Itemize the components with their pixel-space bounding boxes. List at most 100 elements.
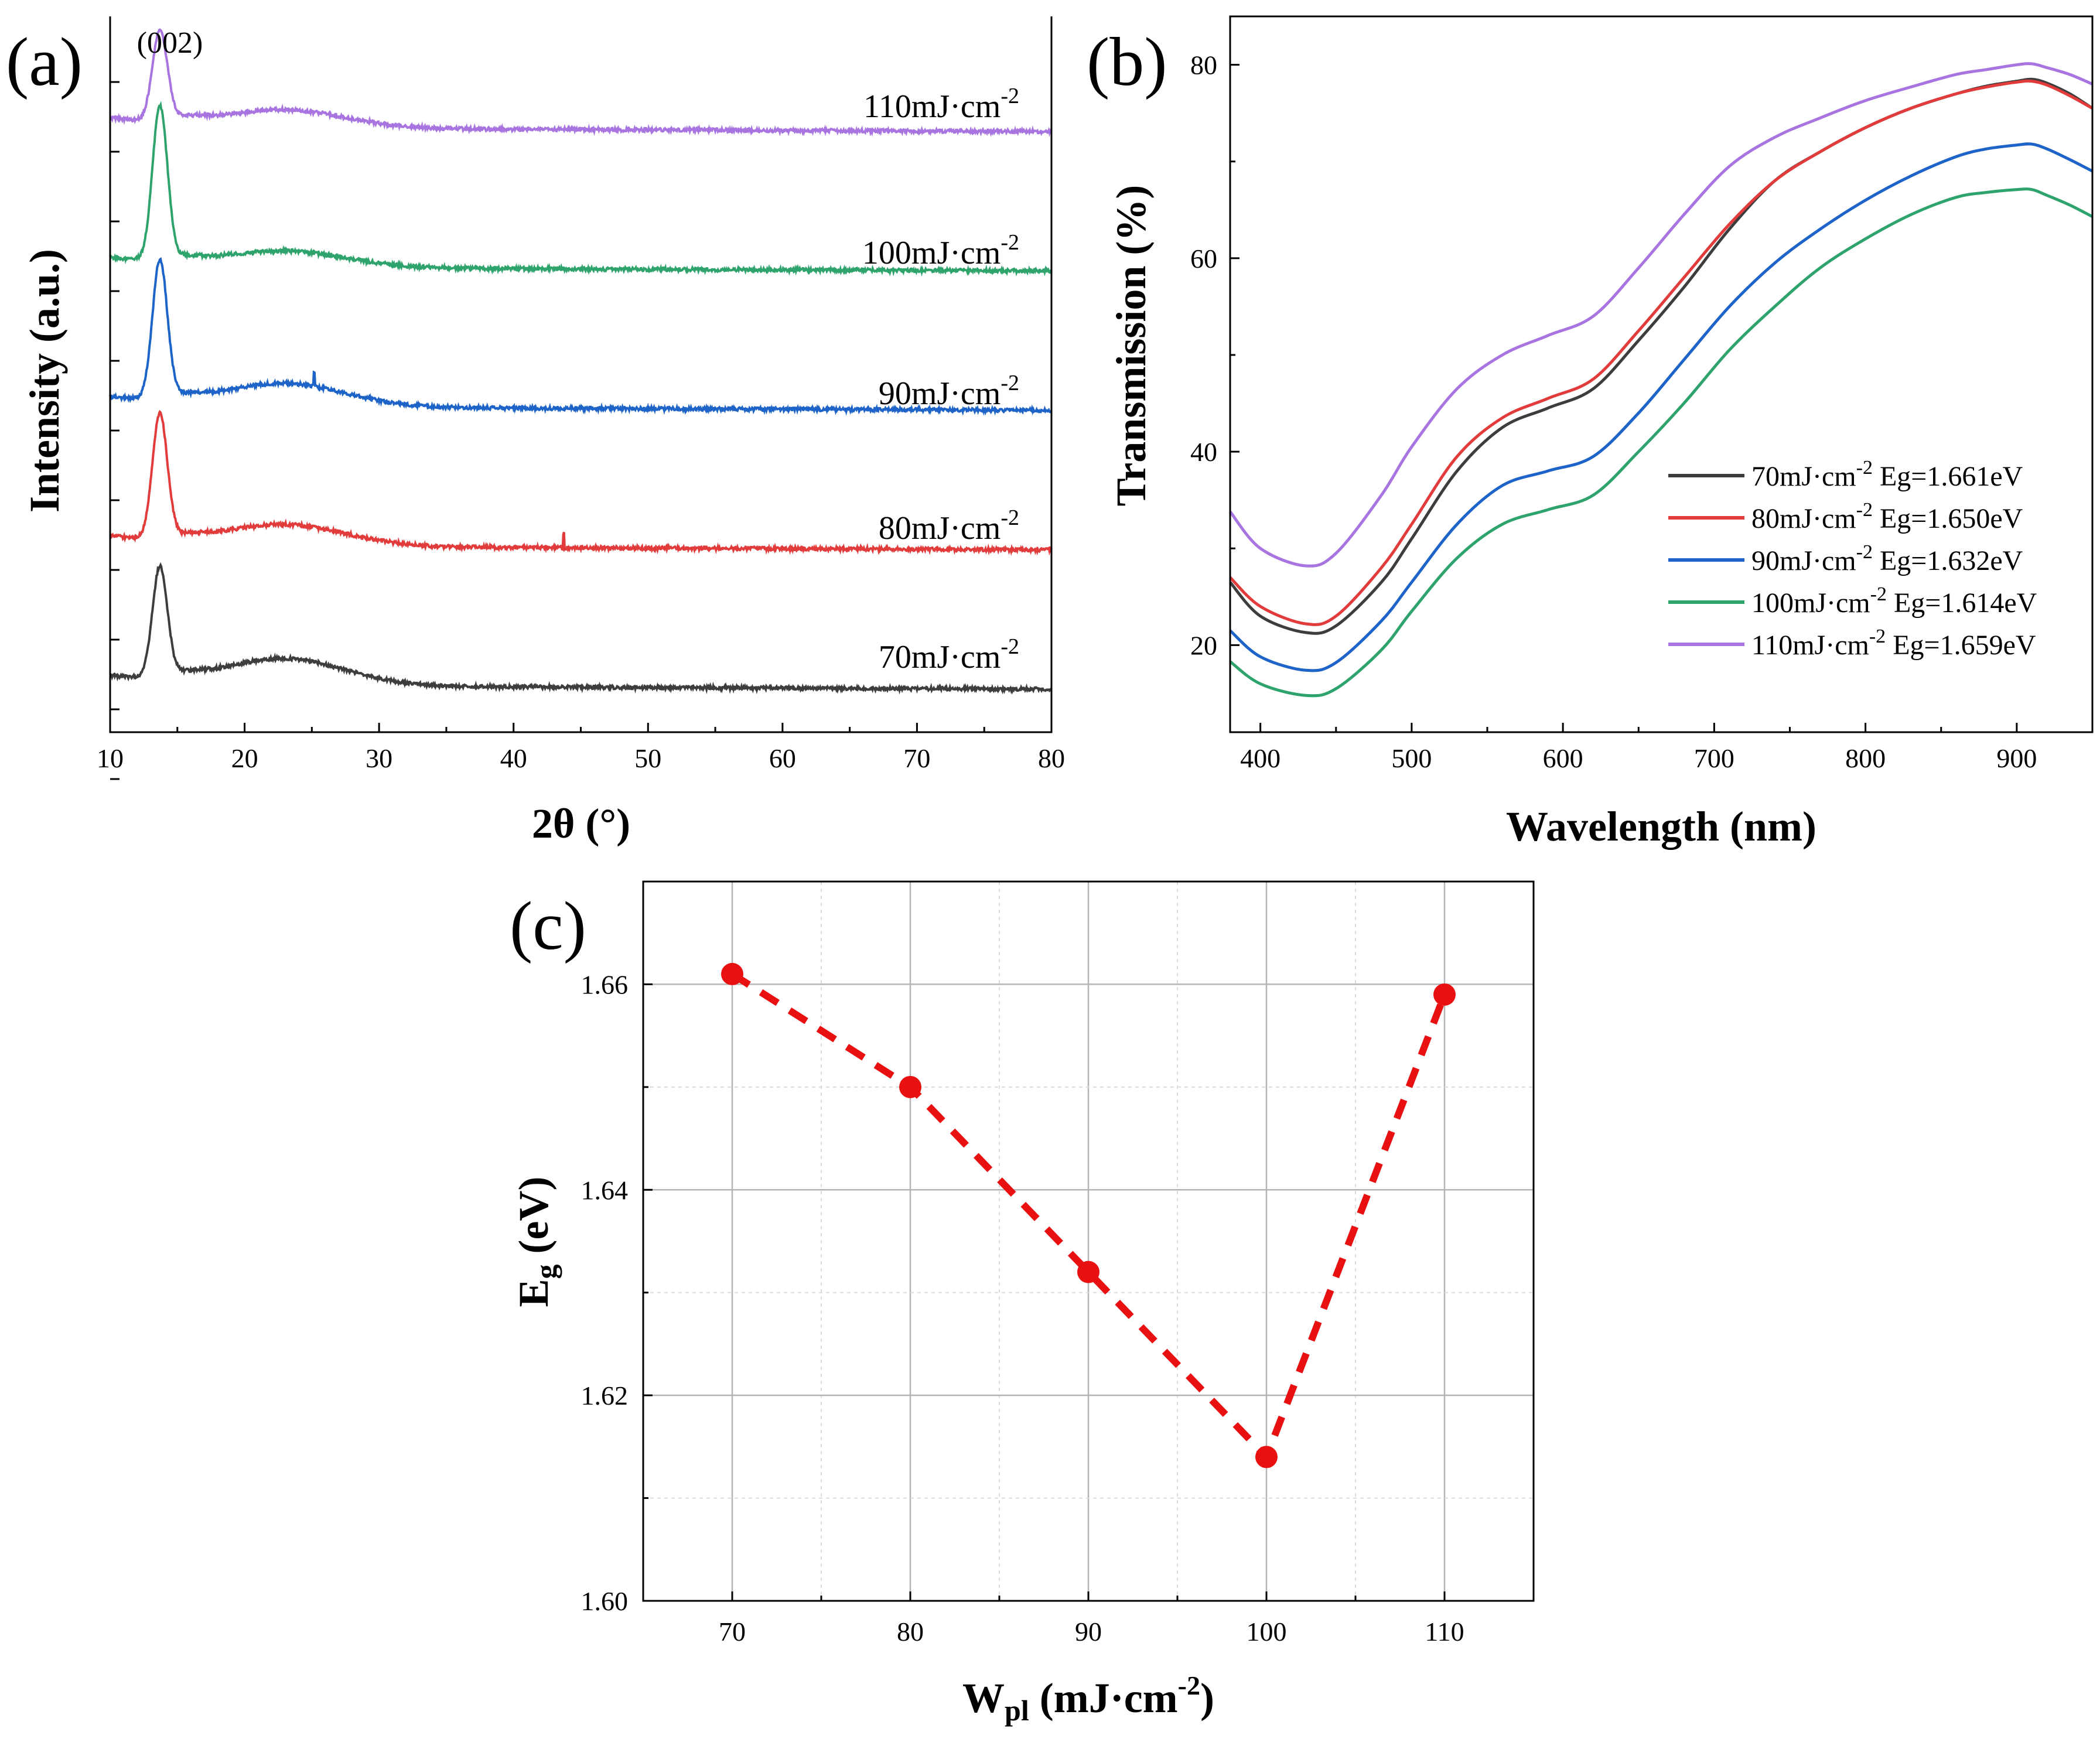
trace-label-text: 70mJ·cm [879,639,1001,675]
panel-c-xlabel: Wpl (mJ·cm-2) [962,1671,1214,1727]
legend-text: 80mJ·cm [1751,503,1856,534]
panel-b-traces [1229,62,2094,698]
panel-c-point-90 [1077,1261,1099,1283]
panel-b-xtick-label: 600 [1543,743,1583,773]
legend-exp: -2 [1870,583,1887,605]
panel-a-ylabel: Intensity (a.u.) [21,249,68,513]
panel-b-xtick-label: 500 [1391,743,1432,773]
trace-label-exp: -2 [1001,230,1019,255]
legend-entry-3: 90mJ·cm-2 Eg=1.632eV [1751,541,2023,576]
panel-c-xlabel-sub: pl [1005,1694,1029,1727]
panel-a-trace-1 [109,562,1053,695]
panel-a-trace-2 [110,409,1053,556]
panel-a-trace-5 [109,28,1053,138]
legend-exp: -2 [1856,499,1873,521]
panel-c-point-110 [1433,983,1456,1006]
trace-label-exp: -2 [1001,371,1019,395]
panel-b-ytick-label: 60 [1190,244,1217,274]
legend-entry-1: 70mJ·cm-2 Eg=1.661eV [1751,457,2023,492]
panel-a-trace-label-5: 110mJ·cm-2 [863,84,1019,125]
trace-label-exp: -2 [1001,505,1019,530]
legend-eg: Eg=1.632eV [1873,545,2023,576]
legend-entry-4: 100mJ·cm-2 Eg=1.614eV [1751,583,2037,619]
panel-b-ytick-label: 40 [1190,437,1217,467]
panel-c-ytick-label: 1.66 [581,969,629,999]
panel-a-xtick-label: 20 [231,743,258,773]
panel-a-xtick-label: 40 [500,743,527,773]
panel-a-xtick-label: 10 [97,743,124,773]
panel-b-xtick-label: 700 [1694,743,1734,773]
trace-label-text: 90mJ·cm [879,375,1001,412]
panel-c-ytick-label: 1.60 [581,1586,629,1616]
legend-eg: Eg=1.614eV [1887,588,2037,619]
panel-c-ytick-label: 1.62 [581,1381,629,1410]
panel-a-label: (a) [6,23,83,100]
panel-b-series-3 [1229,142,2094,672]
panel-b-series-4 [1229,187,2094,698]
panel-c-ylabel-unit: (eV) [510,1177,557,1265]
panel-a-xtick-label: 60 [769,743,796,773]
panel-a-trace-label-3: 90mJ·cm-2 [879,371,1019,412]
panel-c-xlabel-close: ) [1200,1675,1214,1721]
panel-a-trace-label-1: 70mJ·cm-2 [879,634,1019,675]
legend-eg: Eg=1.661eV [1873,461,2023,492]
panel-c-axes-frame [642,880,1535,1602]
panel-c-bandgap-chart: (c) 70 80 90 100 110 1.60 1.62 1.64 1.66 Wpl (mJ… [510,880,1535,1727]
panel-c-xtick-label: 110 [1425,1617,1464,1647]
panel-b-ylabel: Transmission (%) [1108,185,1155,507]
panel-a-xrd-chart: (a) 10 20 30 40 50 60 70 80 70mJ·cm-280mJ·cm-29… [6,16,1065,847]
panel-b-axes-frame [1229,15,2094,733]
panel-a-xtick-label: 30 [366,743,392,773]
legend-text: 100mJ·cm [1751,588,1870,619]
panel-a-trace-4 [109,101,1053,277]
panel-a-ticks: 10 20 30 40 50 60 70 80 [97,81,1065,780]
panel-c-ylabel-main: E [510,1279,557,1307]
panel-c-xlabel-main: W [962,1675,1005,1721]
panel-c-ytick-label: 1.64 [581,1175,629,1205]
legend-entry-5: 110mJ·cm-2 Eg=1.659eV [1751,626,2036,661]
panel-c-ylabel-sub: g [530,1264,562,1279]
panel-a-trace-label-2: 80mJ·cm-2 [879,505,1019,546]
panel-a-traces [109,28,1053,695]
legend-exp: -2 [1856,541,1873,563]
panel-c-grid [643,882,1534,1602]
trace-label-text: 80mJ·cm [879,510,1001,546]
panel-a-xtick-label: 80 [1038,743,1065,773]
panel-b-ticks: 400 500 600 700 800 900 20 40 60 80 [1190,50,2037,773]
legend-exp: -2 [1869,626,1886,647]
legend-text: 70mJ·cm [1751,461,1856,492]
legend-eg: Eg=1.659eV [1886,630,2036,661]
panel-c-xtick-label: 80 [897,1617,924,1647]
panel-a-peak-annotation: (002) [137,26,203,60]
legend-text: 110mJ·cm [1751,630,1869,661]
trace-label-exp: -2 [1001,84,1019,108]
panel-b-series-5 [1229,62,2093,568]
panel-c-point-70 [721,962,743,985]
panel-a-trace-label-4: 100mJ·cm-2 [862,230,1019,271]
panel-c-xtick-label: 70 [719,1617,746,1647]
panel-c-point-80 [899,1075,921,1098]
panel-c-point-100 [1255,1446,1278,1468]
panel-a-xtick-label: 70 [903,743,930,773]
panel-b-label: (b) [1087,23,1167,100]
legend-text: 90mJ·cm [1751,545,1856,576]
trace-label-text: 100mJ·cm [862,235,1001,271]
legend-eg: Eg=1.650eV [1873,503,2023,534]
panel-a-trace-labels: 70mJ·cm-280mJ·cm-290mJ·cm-2100mJ·cm-2110… [862,84,1019,675]
trace-label-exp: -2 [1001,634,1019,659]
panel-b-ytick-label: 20 [1190,630,1217,660]
panel-c-xlabel-unit: (mJ·cm [1029,1675,1178,1721]
legend-entry-2: 80mJ·cm-2 Eg=1.650eV [1751,499,2023,534]
panel-b-ytick-label: 80 [1190,50,1217,80]
panel-b-xtick-label: 400 [1240,743,1281,773]
trace-label-text: 110mJ·cm [863,88,1001,125]
panel-c-ylabel: Eg (eV) [510,1177,562,1307]
legend-exp: -2 [1856,457,1873,479]
panel-a-xlabel: 2θ (°) [532,800,630,847]
panel-c-xlabel-exp: -2 [1178,1671,1200,1700]
panel-a-trace-3 [109,257,1052,416]
panel-b-xlabel: Wavelength (nm) [1506,803,1816,850]
